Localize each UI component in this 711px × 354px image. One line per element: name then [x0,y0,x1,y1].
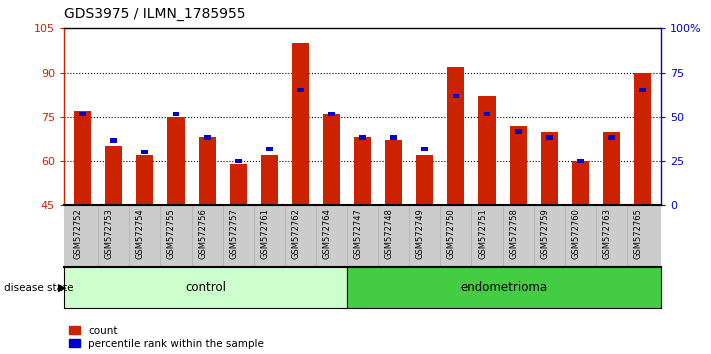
Bar [479,96,496,205]
Bar [546,135,552,140]
Text: GDS3975 / ILMN_1785955: GDS3975 / ILMN_1785955 [64,7,245,21]
Bar [323,114,340,205]
Bar [385,141,402,205]
Bar [292,43,309,205]
Bar [167,117,185,205]
Bar [261,155,278,205]
Text: control: control [185,281,226,294]
Bar [328,112,335,116]
Bar [203,135,210,140]
Text: disease state: disease state [4,282,73,293]
Text: GSM572752: GSM572752 [74,209,82,259]
Bar [634,73,651,205]
Text: GSM572760: GSM572760 [572,209,580,259]
Bar [452,94,459,98]
Bar [137,155,154,205]
Bar [390,135,397,140]
Text: GSM572757: GSM572757 [229,209,238,259]
Bar [515,129,522,134]
Bar [603,132,620,205]
Text: GSM572753: GSM572753 [105,209,114,259]
Text: GSM572763: GSM572763 [602,209,611,259]
Text: GSM572749: GSM572749 [416,209,424,259]
Bar [608,135,615,140]
Text: GSM572748: GSM572748 [385,209,394,259]
Text: GSM572765: GSM572765 [634,209,643,259]
Bar [510,126,527,205]
Bar [447,67,464,205]
Bar [577,159,584,163]
Text: GSM572762: GSM572762 [292,209,300,259]
Bar [235,159,242,163]
Bar [639,88,646,92]
Text: GSM572764: GSM572764 [323,209,331,259]
Bar [230,164,247,205]
Text: GSM572747: GSM572747 [353,209,363,259]
Text: GSM572751: GSM572751 [478,209,487,259]
Text: GSM572756: GSM572756 [198,209,207,259]
Bar [105,146,122,205]
Bar [416,155,434,205]
Bar [110,138,117,143]
Text: GSM572754: GSM572754 [136,209,145,259]
Bar [297,88,304,92]
Bar [354,137,371,205]
Legend: count, percentile rank within the sample: count, percentile rank within the sample [69,326,264,349]
Text: GSM572750: GSM572750 [447,209,456,259]
Bar [198,137,215,205]
Text: GSM572761: GSM572761 [260,209,269,259]
Text: endometrioma: endometrioma [461,281,547,294]
Bar [572,161,589,205]
Bar [141,150,149,154]
Text: GSM572758: GSM572758 [509,209,518,259]
Text: GSM572755: GSM572755 [167,209,176,259]
Bar [483,112,491,116]
Bar [359,135,366,140]
Text: GSM572759: GSM572759 [540,209,549,259]
Bar [266,147,273,152]
Bar [173,112,179,116]
Text: ▶: ▶ [58,282,67,293]
Bar [540,132,558,205]
Bar [74,111,91,205]
Bar [422,147,428,152]
Bar [79,112,86,116]
